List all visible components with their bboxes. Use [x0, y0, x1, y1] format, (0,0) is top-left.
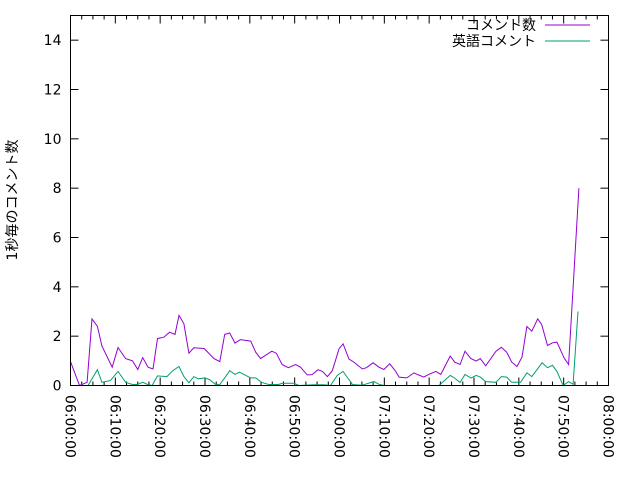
x-tick-label: 06:00:00 [62, 395, 78, 458]
x-tick-label: 07:40:00 [510, 395, 526, 458]
y-tick-label: 2 [53, 329, 62, 345]
x-tick-label: 06:30:00 [196, 395, 212, 458]
legend-label-1: コメント数 [466, 18, 536, 34]
y-tick-label: 0 [53, 379, 62, 395]
y-tick-label: 12 [44, 83, 62, 99]
x-tick-label: 07:20:00 [420, 395, 436, 458]
x-tick-label: 07:30:00 [465, 395, 481, 458]
plot-border [70, 15, 609, 386]
series-line-1 [70, 188, 580, 387]
x-tick-label: 08:00:00 [600, 395, 616, 458]
x-tick-label: 07:10:00 [375, 395, 391, 458]
x-tick-label: 06:40:00 [241, 395, 257, 458]
y-axis-label: 1秒毎のコメント数 [5, 140, 21, 261]
y-tick-label: 10 [44, 132, 62, 148]
y-tick-label: 14 [44, 33, 62, 49]
legend-label-2: 英語コメント [452, 33, 536, 50]
x-tick-label: 07:00:00 [331, 395, 347, 458]
series-lines [70, 188, 580, 387]
x-tick-label: 07:50:00 [555, 395, 571, 458]
y-tick-label: 6 [53, 231, 62, 247]
x-tick-label: 06:50:00 [286, 395, 302, 458]
x-tick-label: 06:10:00 [106, 395, 122, 458]
x-tick-label: 06:20:00 [151, 395, 167, 458]
y-tick-label: 4 [53, 280, 62, 296]
axes: 06:00:00 06:10:00 06:20:00 06:30:00 06:40:00… [44, 15, 616, 458]
series-line-2 [70, 311, 579, 387]
y-tick-label: 8 [53, 181, 62, 197]
